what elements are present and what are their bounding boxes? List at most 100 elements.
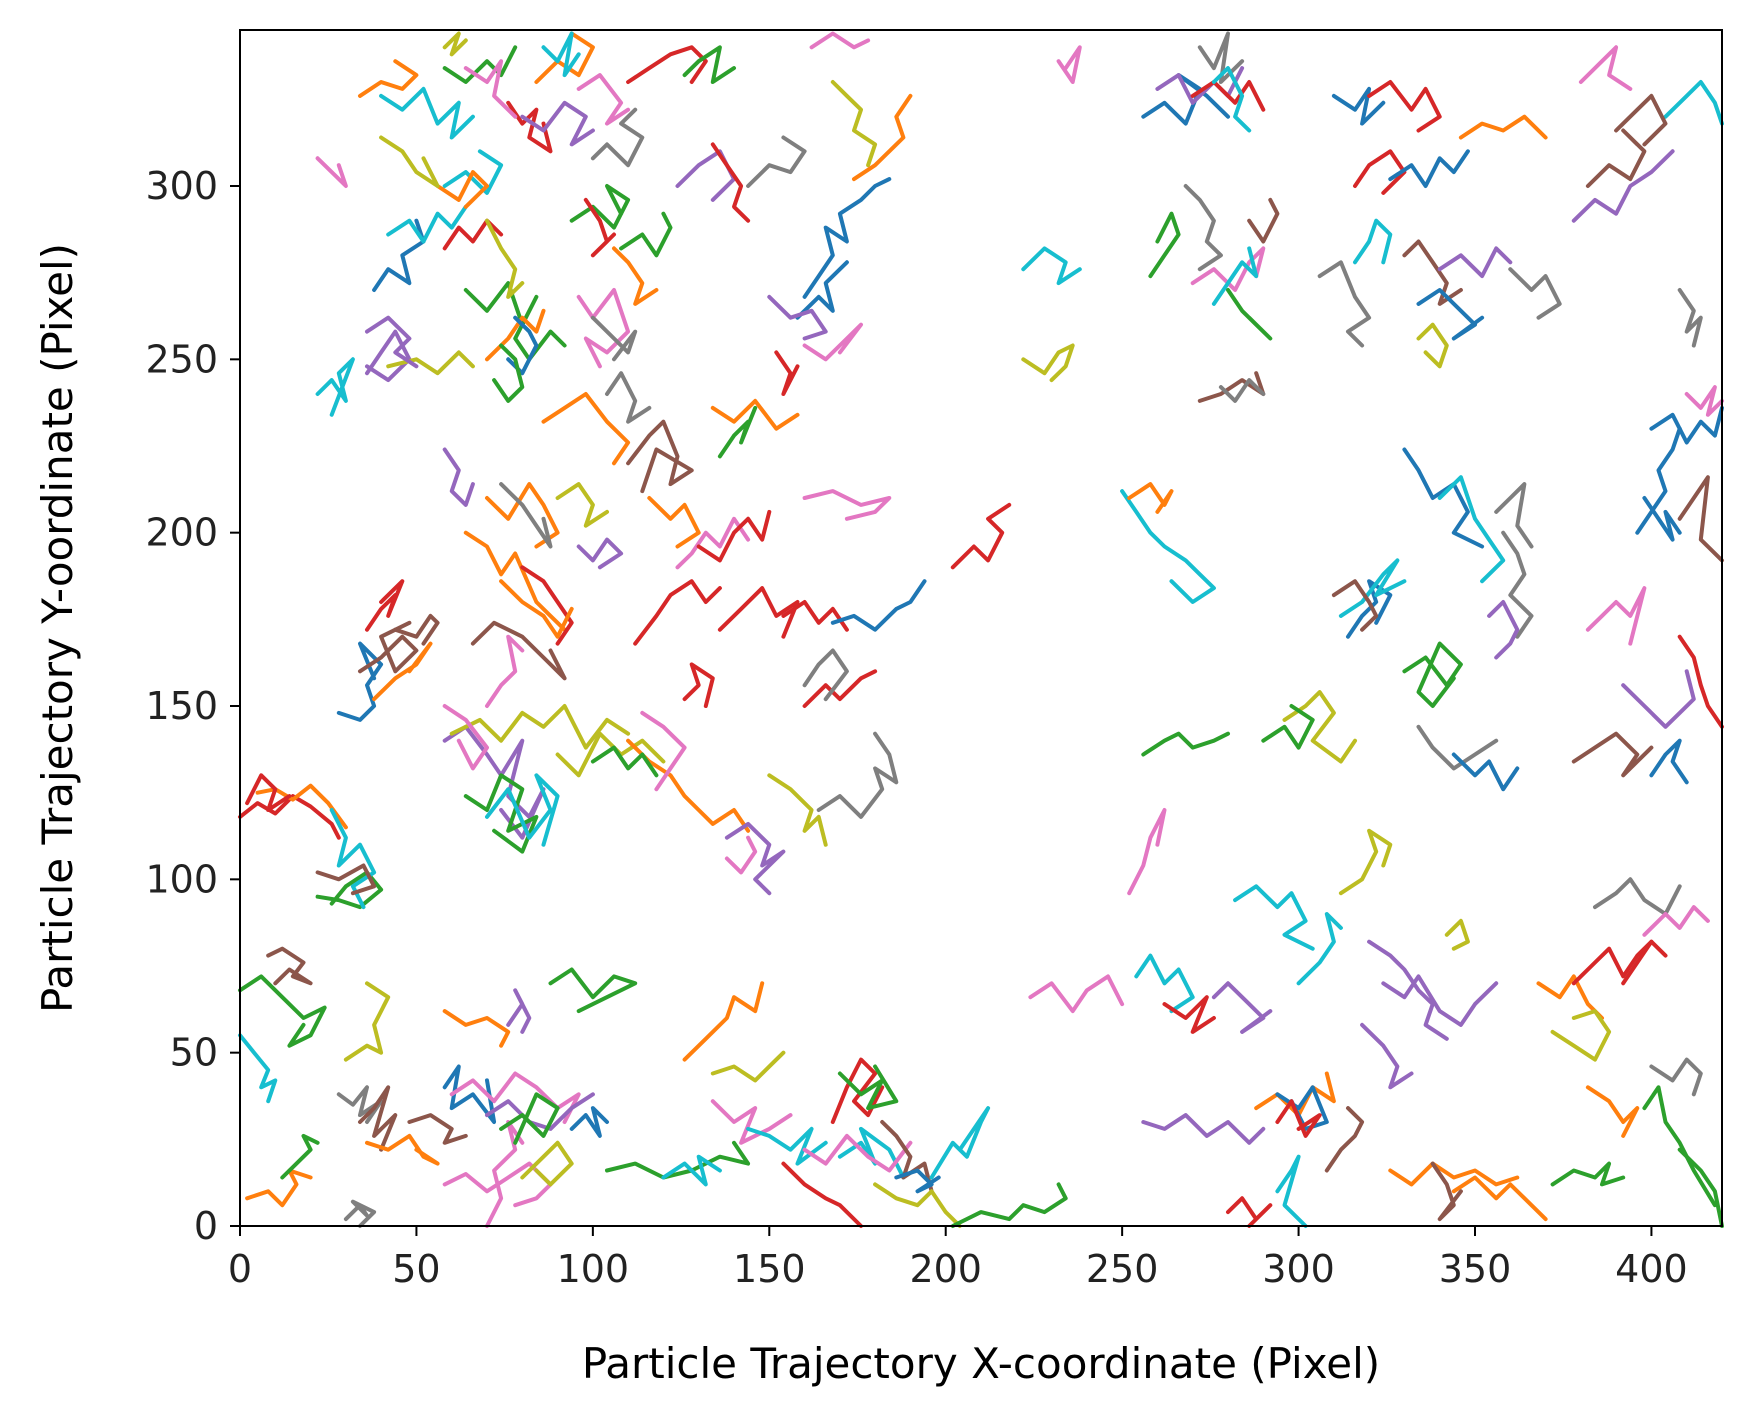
trajectory-line-119 xyxy=(569,184,631,230)
trajectory-line-14 xyxy=(365,1133,440,1166)
trajectory-line-44 xyxy=(245,773,292,812)
trajectory-line-57 xyxy=(640,710,687,792)
trajectory-line-181 xyxy=(1437,475,1506,584)
trajectory-line-160 xyxy=(1416,288,1485,341)
trajectory-line-110 xyxy=(442,45,518,84)
trajectory-line-127 xyxy=(746,135,807,188)
trajectory-line-213 xyxy=(1621,939,1668,986)
trajectory-line-50 xyxy=(442,724,546,840)
trajectory-line-27 xyxy=(548,967,638,1014)
trajectory-line-59 xyxy=(724,821,786,896)
trajectory-line-3 xyxy=(315,870,384,910)
trajectory-line-227 xyxy=(1226,1196,1273,1228)
y-tick-label: 300 xyxy=(145,164,218,208)
trajectory-line-114 xyxy=(534,31,595,84)
trajectory-line-122 xyxy=(619,211,673,258)
trajectory-line-84 xyxy=(802,489,892,521)
trajectory-line-131 xyxy=(795,260,849,320)
trajectory-line-148 xyxy=(1226,288,1273,341)
trajectory-line-88 xyxy=(541,392,631,466)
trajectory-line-33 xyxy=(746,1126,828,1166)
trajectory-line-49 xyxy=(393,613,440,646)
trajectory-line-129 xyxy=(852,93,913,182)
trajectory-line-97 xyxy=(386,204,468,244)
x-axis-label: Particle Trajectory X-coordinate (Pixel) xyxy=(582,1339,1380,1388)
trajectory-line-217 xyxy=(1677,1147,1724,1228)
trajectory-line-32 xyxy=(710,1099,793,1145)
trajectory-line-72 xyxy=(499,579,574,639)
trajectory-line-153 xyxy=(1367,80,1442,133)
trajectory-line-138 xyxy=(1021,343,1075,383)
trajectory-line-60 xyxy=(724,835,758,875)
trajectory-line-117 xyxy=(576,73,631,126)
trajectory-line-56 xyxy=(626,738,751,833)
trajectory-line-69 xyxy=(520,565,574,646)
trajectory-line-192 xyxy=(1451,752,1520,792)
trajectory-line-176 xyxy=(1127,482,1174,514)
trajectory-line-78 xyxy=(682,662,715,708)
trajectory-line-203 xyxy=(1211,981,1273,1034)
trajectory-line-173 xyxy=(1677,475,1724,563)
trajectory-line-133 xyxy=(774,350,800,396)
trajectory-line-214 xyxy=(1649,1057,1703,1097)
trajectory-line-157 xyxy=(1317,260,1372,348)
trajectory-line-156 xyxy=(1458,114,1548,140)
trajectory-line-175 xyxy=(1120,489,1216,604)
x-tick-label: 50 xyxy=(392,1247,440,1291)
trajectory-line-109 xyxy=(379,86,475,140)
trajectory-line-39 xyxy=(880,1120,934,1194)
trajectory-line-82 xyxy=(802,669,878,708)
trajectory-line-23 xyxy=(569,1106,609,1138)
x-axis: 0 50 100 150 200 250 300 350 400 xyxy=(228,1226,1688,1291)
trajectory-line-126 xyxy=(710,142,751,223)
trajectory-line-65 xyxy=(485,482,560,549)
trajectory-line-147 xyxy=(1211,246,1259,306)
trajectory-line-40 xyxy=(894,1168,941,1194)
trajectory-line-11 xyxy=(343,981,391,1062)
trajectory-line-166 xyxy=(1578,45,1633,91)
trajectory-line-224 xyxy=(1275,1099,1322,1138)
trajectory-line-4 xyxy=(329,808,377,910)
trajectory-line-13 xyxy=(358,1085,398,1152)
trajectory-line-179 xyxy=(1331,579,1379,632)
trajectory-line-190 xyxy=(1649,738,1689,785)
trajectory-line-191 xyxy=(1416,724,1499,771)
trajectory-line-193 xyxy=(1282,690,1357,764)
trajectory-line-130 xyxy=(802,177,892,299)
trajectory-line-68 xyxy=(485,634,525,708)
trajectory-line-113 xyxy=(442,31,468,57)
trajectory-line-29 xyxy=(661,1154,722,1187)
trajectory-line-47 xyxy=(358,620,419,674)
trajectory-line-208 xyxy=(1536,974,1604,1020)
x-tick-label: 400 xyxy=(1615,1247,1688,1291)
trajectory-line-171 xyxy=(1684,385,1724,417)
y-tick-label: 250 xyxy=(145,337,218,381)
trajectory-line-24 xyxy=(407,1113,468,1145)
trajectory-line-136 xyxy=(1056,45,1082,84)
trajectory-line-61 xyxy=(767,773,828,847)
trajectory-line-5 xyxy=(315,863,377,896)
trajectory-line-195 xyxy=(1141,731,1230,757)
trajectory-line-121 xyxy=(612,246,659,306)
trajectory-line-199 xyxy=(1338,828,1393,896)
trajectory-line-34 xyxy=(781,1161,863,1228)
trajectory-line-225 xyxy=(1141,1113,1266,1145)
trajectory-line-89 xyxy=(605,371,652,424)
trajectory-line-205 xyxy=(1381,974,1499,1027)
trajectory-line-185 xyxy=(1487,600,1520,660)
trajectory-line-10 xyxy=(280,1133,320,1180)
trajectory-line-169 xyxy=(1677,288,1703,348)
trajectory-line-98 xyxy=(442,218,504,251)
trajectory-line-198 xyxy=(1296,912,1343,986)
trajectory-line-165 xyxy=(1571,149,1675,223)
trajectory-line-184 xyxy=(1402,641,1463,708)
trajectory-line-161 xyxy=(1437,246,1513,279)
y-tick-label: 200 xyxy=(145,511,218,555)
trajectory-line-105 xyxy=(435,170,489,209)
trajectory-line-20 xyxy=(449,1071,581,1124)
trajectory-line-9 xyxy=(245,1168,313,1208)
trajectory-line-62 xyxy=(816,731,899,819)
trajectory-line-209 xyxy=(1571,939,1654,986)
trajectory-line-25 xyxy=(442,1009,511,1048)
